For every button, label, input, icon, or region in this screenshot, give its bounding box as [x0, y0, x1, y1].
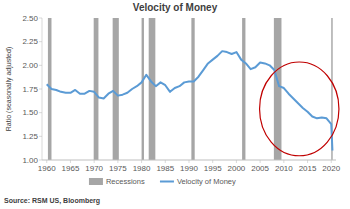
legend-swatch	[160, 181, 174, 183]
x-tick	[189, 160, 190, 163]
x-tick-label: 1995	[204, 164, 222, 173]
x-tick	[236, 160, 237, 163]
y-tick	[39, 89, 42, 90]
x-tick	[212, 160, 213, 163]
y-tick	[39, 136, 42, 137]
x-tick	[165, 160, 166, 163]
recession-bar	[149, 18, 156, 160]
y-tick-label: 2.50	[22, 14, 38, 23]
title: Velocity of Money	[133, 2, 218, 13]
velocity-line	[47, 51, 333, 150]
recession-bar	[242, 18, 245, 160]
y-tick-label: 1.50	[22, 108, 38, 117]
source-note: Source: RSM US, Bloomberg	[4, 197, 100, 205]
y-tick	[39, 41, 42, 42]
y-tick-label: 1.75	[22, 85, 38, 94]
y-tick	[39, 65, 42, 66]
x-tick-label: 2020	[322, 164, 340, 173]
legend: Recessions Velocity of Money	[89, 177, 236, 186]
legend-label: Recessions	[106, 177, 145, 186]
x-tick-label: 1990	[180, 164, 198, 173]
x-tick	[117, 160, 118, 163]
x-tick-label: 2010	[275, 164, 293, 173]
x-tick-label: 1960	[38, 164, 56, 173]
x-tick	[307, 160, 308, 163]
recession-bar	[94, 18, 99, 160]
x-tick-label: 1975	[109, 164, 127, 173]
x-tick	[70, 160, 71, 163]
y-tick	[39, 18, 42, 19]
highlight-circle	[260, 62, 339, 156]
x-tick	[141, 160, 142, 163]
recession-bar	[142, 18, 144, 160]
x-tick-label: 1970	[85, 164, 103, 173]
plot-data	[47, 18, 333, 160]
y-tick-label: 1.00	[22, 156, 38, 165]
x-tick	[94, 160, 95, 163]
x-tick	[46, 160, 47, 163]
x-tick	[283, 160, 284, 163]
x-tick	[331, 160, 332, 163]
recession-bar	[274, 18, 282, 160]
y-tick-label: 2.25	[22, 37, 38, 46]
legend-label: Velocity of Money	[177, 177, 236, 186]
chart: Velocity of Money Ratio (seasonally adjus…	[0, 0, 350, 209]
recession-bar	[191, 18, 194, 160]
y-tick-label: 1.25	[22, 132, 38, 141]
x-tick-label: 1965	[62, 164, 80, 173]
x-tick-label: 2000	[228, 164, 246, 173]
y-tick-label: 2.00	[22, 61, 38, 70]
legend-swatch	[89, 178, 103, 185]
y-tick	[39, 112, 42, 113]
y-tick	[39, 160, 42, 161]
recession-bar	[113, 18, 119, 160]
x-tick-label: 1985	[156, 164, 174, 173]
x-tick-label: 1980	[133, 164, 151, 173]
x-tick	[260, 160, 261, 163]
x-tick-label: 2015	[299, 164, 317, 173]
x-tick-label: 2005	[251, 164, 269, 173]
y-axis-label: Ratio (seasonally adjusted)	[5, 47, 13, 131]
